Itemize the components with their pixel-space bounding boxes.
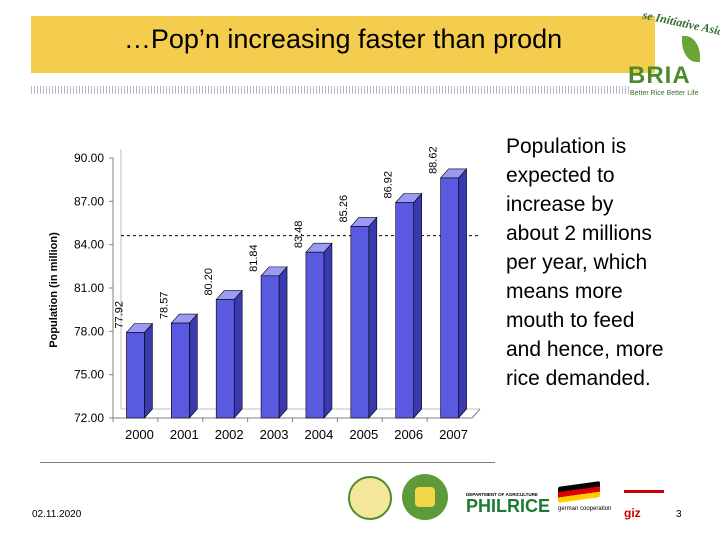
bar-side (413, 192, 422, 419)
chart-back-wall (113, 149, 480, 418)
bar-value-label: 77.92 (113, 301, 125, 329)
x-tick-label: 2007 (439, 427, 468, 442)
philrice-logo: DEPARTMENT OF AGRICULTURE PHILRICE (466, 492, 551, 520)
page-number: 3 (676, 509, 682, 520)
bar-value-label: 85.26 (338, 195, 350, 223)
y-tick-label: 75.00 (74, 368, 104, 382)
bria-logo: se Initiative Asia BRIA Better Rice Bett… (620, 7, 720, 102)
bar-side (458, 168, 467, 419)
y-tick-label: 78.00 (74, 324, 104, 338)
bar-side (323, 242, 333, 419)
chart-plot-area (112, 149, 481, 419)
title-bar (31, 16, 655, 73)
chart-svg: 72.00 75.00 78.00 81.00 84.00 87.00 90.00 77.9… (48, 146, 481, 442)
german-flag-icon (558, 481, 600, 503)
bar (215, 299, 235, 419)
x-tick-label: 2002 (215, 427, 244, 442)
bar-side (233, 289, 243, 419)
chart-baseline-divider (40, 462, 495, 463)
bar (171, 322, 190, 419)
x-tick-label: 2001 (170, 427, 199, 442)
seal-logo-2 (402, 474, 448, 520)
bar-value-label: 83.48 (293, 221, 305, 249)
header-divider (31, 86, 631, 94)
german-cooperation-text: german cooperation (558, 506, 612, 512)
bar-side (368, 216, 378, 419)
y-tick-label: 81.00 (74, 281, 104, 295)
giz-bar (624, 490, 664, 493)
y-axis-label: Population (in million) (48, 232, 60, 348)
bria-ribbon-text: se Initiative Asia (641, 7, 720, 39)
y-tick-label: 90.00 (74, 151, 104, 165)
bar (260, 275, 280, 419)
y-tick-label: 84.00 (74, 238, 104, 252)
population-chart: 72.00 75.00 78.00 81.00 84.00 87.00 90.00 77.9… (0, 100, 495, 470)
bria-wordmark: BRIA (628, 62, 691, 89)
bar (440, 177, 459, 419)
bar-side (189, 313, 198, 419)
x-tick-label: 2000 (125, 427, 154, 442)
y-tick-label: 72.00 (74, 411, 104, 425)
bria-tagline: Better Rice Better Life (630, 90, 699, 97)
leaf-icon (682, 36, 700, 62)
bar-value-label: 86.92 (383, 171, 395, 199)
german-cooperation-logo: german cooperation (556, 481, 616, 522)
slide-title: …Pop’n increasing faster than prodn (123, 24, 563, 54)
x-tick-label: 2006 (394, 427, 423, 442)
side-description: Population is expected to increase by ab… (506, 135, 664, 390)
bar-value-label: 78.57 (158, 292, 170, 320)
philrice-name-text: PHILRICE (466, 496, 551, 516)
philrice-dept-text: DEPARTMENT OF AGRICULTURE (466, 492, 538, 497)
bar-value-label: 81.84 (248, 244, 260, 272)
bar-value-label: 88.62 (428, 146, 440, 174)
seal-logo-1 (348, 476, 392, 520)
bar-side (278, 266, 288, 419)
bar (126, 332, 145, 419)
seal-core-icon (415, 487, 435, 507)
x-tick-label: 2005 (349, 427, 378, 442)
bar (305, 251, 325, 419)
x-tick-label: 2004 (304, 427, 333, 442)
footer-date: 02.11.2020 (32, 509, 82, 520)
bar (350, 226, 370, 419)
chart-floor-right-edge (471, 408, 481, 419)
bar-side (144, 322, 153, 419)
x-tick-label: 2003 (260, 427, 289, 442)
bar-value-label: 80.20 (203, 268, 215, 296)
bar (395, 202, 414, 419)
y-tick-label: 87.00 (74, 194, 104, 208)
giz-text: giz (624, 506, 641, 520)
